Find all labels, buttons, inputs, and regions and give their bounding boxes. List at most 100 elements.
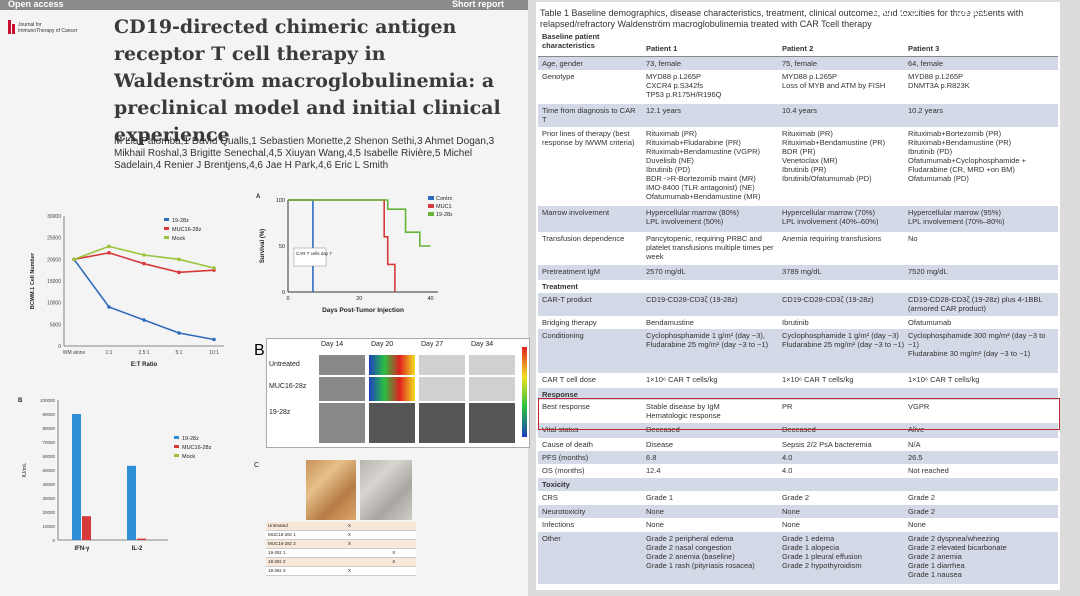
legend-label: 19-28z (n = 10) <box>436 212 452 218</box>
panel-label: A <box>256 194 261 200</box>
x-tick-label: 20 <box>356 296 362 302</box>
table-row: Infections None None None <box>538 518 1058 532</box>
table-cell: Hypercellular marrow (70%) LPL involveme… <box>782 208 879 226</box>
table-cell: 6.8 <box>646 453 657 462</box>
y-tick-label: 30000 <box>42 496 55 501</box>
et-ratio-chart: 0 5000 10000 15000 20000 25000 30000 WM alone 1:… <box>30 214 224 368</box>
table-cell: N/A <box>908 440 921 449</box>
table-cell: 10.2 years <box>908 106 944 115</box>
table-cell: None <box>782 520 800 529</box>
slide-pager: 3/15 <box>956 0 990 19</box>
table-cell: Cause of death <box>542 440 593 449</box>
y-tick-label: 25000 <box>47 236 61 242</box>
header-characteristics: Baseline patient characteristics <box>542 32 600 50</box>
table-cell: CAR T cell dose <box>542 375 596 384</box>
legend-label: MUC16-28z <box>182 445 212 451</box>
histology-mark <box>372 522 416 530</box>
table-cell: Stable disease by IgM Hematologic respon… <box>646 402 721 420</box>
y-tick-label: 0 <box>52 538 55 543</box>
survival-chart: A 0 50 100 0 20 40 Days Post-Tumor Injection Sur… <box>256 194 452 314</box>
table-cell: OS (months) <box>542 466 585 475</box>
legend-label: 19-28z <box>172 218 189 224</box>
table-cell: Best response <box>542 402 590 411</box>
table-cell: 10.4 years <box>782 106 818 115</box>
header-patient-1: Patient 1 <box>646 44 678 53</box>
table-cell: Neurotoxicity <box>542 507 586 516</box>
x-tick-label: IFN-γ <box>75 546 91 552</box>
y-tick-label: 30000 <box>47 214 61 220</box>
table-row: Response <box>538 388 1058 400</box>
paper-authors: M Lia Palomba,1 David Qualls,1 Sebastien… <box>114 136 495 171</box>
paper-title: CD19-directed chimeric antigen receptor … <box>114 16 501 146</box>
legend-swatch <box>428 204 434 208</box>
table-cell: Ofatumumab <box>908 318 952 327</box>
table-cell: Toxicity <box>542 480 570 489</box>
cytokine-bar-chart: B 0 10000 20000 30000 40000 50000 60000 70000 800… <box>18 398 212 552</box>
table-cell: Grade 2 <box>782 493 810 502</box>
data-point <box>212 266 216 270</box>
imaging-group-label: 19-28z <box>269 409 291 416</box>
table-cell: CD19-CD28-CD3ζ (19-28z) plus 4-1BBL (arm… <box>908 295 1043 313</box>
y-tick-label: 90000 <box>42 412 55 417</box>
table-row: Neurotoxicity None None Grade 2 <box>538 505 1058 518</box>
mouse-image <box>319 355 365 375</box>
data-point <box>212 337 216 342</box>
table-cell: Grade 2 dyspnea/wheezing Grade 2 elevate… <box>908 534 1007 579</box>
table-row: CAR-T product CD19-CD28-CD3ζ (19-28z) CD19… <box>538 293 1058 316</box>
y-tick-label: 10000 <box>47 301 61 307</box>
table-cell: Cyclophosphamide 300 mg/m² (day −3 to −1… <box>908 331 1046 358</box>
table-cell: Genotype <box>542 72 575 81</box>
imaging-panel-label: B <box>254 342 265 359</box>
table-row: CRS Grade 1 Grade 2 Grade 2 <box>538 491 1058 505</box>
legend-swatch <box>164 236 169 239</box>
x-tick-label: 2.5:1 <box>138 350 149 356</box>
table-cell: 2570 mg/dL <box>646 267 686 276</box>
mouse-image <box>419 403 465 443</box>
table-cell: PR <box>782 402 793 411</box>
table-cell: CD19-CD28-CD3ζ (19-28z) <box>782 295 874 304</box>
legend-swatch <box>174 454 179 457</box>
histology-image-cd19-negative <box>360 460 412 520</box>
journal-line-1: Journal for <box>18 22 42 28</box>
panel-label: B <box>18 398 23 404</box>
data-point <box>107 305 111 309</box>
journal-logo-icon <box>8 20 16 34</box>
table-cell: Prior lines of therapy (best response by… <box>542 129 635 147</box>
mouse-image <box>469 377 515 401</box>
mouse-image <box>419 377 465 401</box>
table-cell: 12.4 <box>646 466 661 475</box>
table-row: Time from diagnosis to CAR T 12.1 years 10… <box>538 104 1058 127</box>
table-cell: Grade 2 <box>908 507 936 516</box>
mouse-image <box>469 355 515 375</box>
bar <box>137 538 146 540</box>
legend-label: MUC16-28z (n = 7) <box>436 204 452 210</box>
histology-mark <box>372 540 416 548</box>
data-point <box>177 331 181 335</box>
table-cell: Rituximab+Bortezomib (PR) Rituximab+Bend… <box>908 129 1026 183</box>
table-cell: CAR-T product <box>542 295 592 304</box>
table-cell: Disease <box>646 440 674 449</box>
y-tick-label: 100000 <box>40 398 56 403</box>
histology-row-label: 19-28z 1 <box>268 550 286 555</box>
mouse-image <box>369 377 415 401</box>
mouse-image <box>369 403 415 443</box>
bar <box>72 414 81 540</box>
x-tick-label: IL-2 <box>132 546 143 552</box>
table-row: Cause of death Disease Sepsis 2/2 PsA bact… <box>538 438 1058 451</box>
journal-name: Journal for ImmunoTherapy of Cancer <box>18 22 77 34</box>
mouse-image <box>469 403 515 443</box>
y-tick-label: 20000 <box>42 510 55 515</box>
y-tick-label: 100 <box>276 198 285 204</box>
table-cell: Grade 1 edema Grade 1 alopecia Grade 1 p… <box>782 534 862 570</box>
table-cell: Hypercellular marrow (95%) LPL involveme… <box>908 208 1005 226</box>
table-cell: Sepsis 2/2 PsA bacteremia <box>782 440 872 449</box>
data-point <box>72 257 76 262</box>
table-cell: 26.5 <box>908 453 923 462</box>
imaging-day-label: Day 34 <box>471 341 494 348</box>
x-axis-title: Days Post-Tumor Injection <box>322 307 404 314</box>
table-cell: Infections <box>542 520 575 529</box>
table-caption: Table 1 Baseline demographics, disease c… <box>540 8 1024 29</box>
x-axis-title: E:T Ratio <box>131 362 158 368</box>
histology-mark: X <box>347 532 351 537</box>
table-cell: Ibrutinib <box>782 318 809 327</box>
